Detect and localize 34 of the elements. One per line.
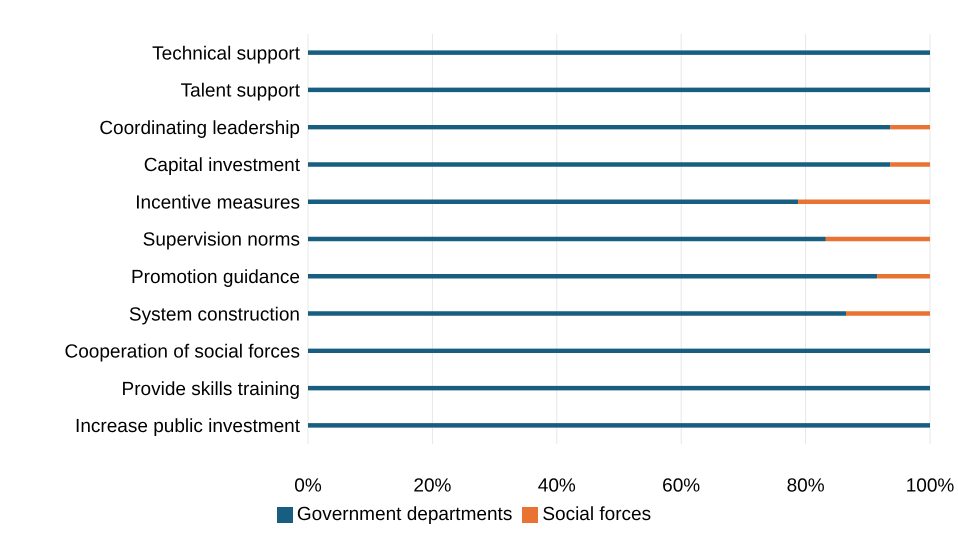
x-tick-label: 40% xyxy=(538,475,576,496)
legend-label: Social forces xyxy=(542,504,652,525)
bar xyxy=(890,162,930,167)
bar xyxy=(308,386,930,390)
bar xyxy=(308,311,846,316)
y-tick-label: Provide skills training xyxy=(122,378,300,400)
x-tick-label: 20% xyxy=(413,475,452,496)
x-tick-label: 80% xyxy=(786,475,825,496)
y-tick-label: Cooperation of social forces xyxy=(64,342,300,363)
y-tick-label: Incentive measures xyxy=(135,192,300,214)
bar xyxy=(846,311,930,316)
bar xyxy=(308,162,890,167)
bar xyxy=(890,124,930,130)
x-tick-label: 100% xyxy=(906,475,954,496)
bar xyxy=(308,348,930,354)
y-tick-label: System construction xyxy=(128,304,300,326)
y-tick-label: Technical support xyxy=(152,43,301,64)
y-tick-label: Coordinating leadership xyxy=(99,118,300,139)
y-tick-label: Supervision norms xyxy=(142,230,300,251)
y-tick-label: Increase public investment xyxy=(75,416,301,438)
bar xyxy=(308,423,930,428)
bar xyxy=(308,88,930,92)
bar xyxy=(798,199,930,204)
y-tick-label: Talent support xyxy=(180,80,301,102)
y-tick-label: Capital investment xyxy=(144,155,301,176)
x-tick-label: 60% xyxy=(662,475,700,496)
bar xyxy=(308,274,878,279)
legend-label: Government departments xyxy=(296,504,512,525)
y-tick-label: Promotion guidance xyxy=(131,267,300,288)
bar xyxy=(308,199,798,204)
bar xyxy=(308,124,890,130)
x-tick-label: 0% xyxy=(294,475,322,496)
bar xyxy=(877,274,930,279)
bar xyxy=(308,50,930,55)
